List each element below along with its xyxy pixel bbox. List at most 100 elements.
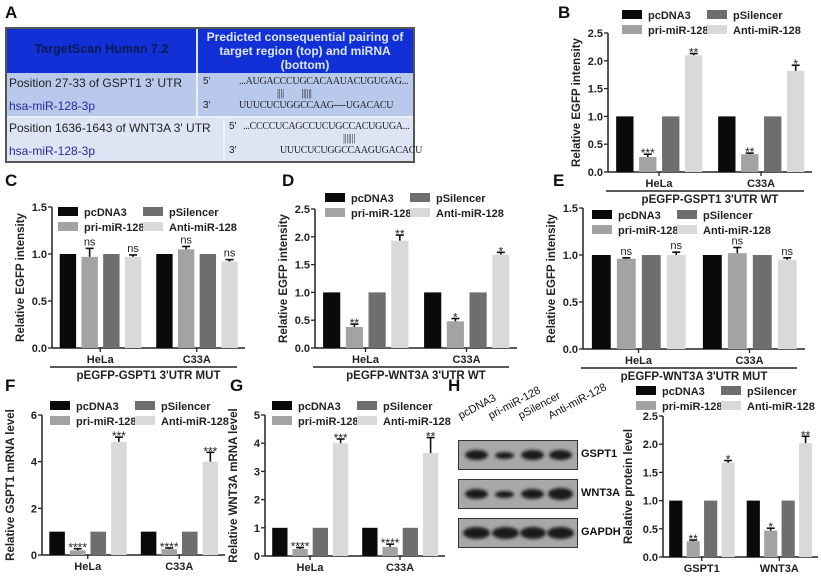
legend-swatch-pri-mir-128 (592, 225, 612, 234)
significance-label: ns (620, 246, 632, 258)
legend-swatch-pri-mir-128 (272, 416, 292, 425)
legend-swatch-anti-mir-128 (357, 416, 377, 425)
bar-anti-mir-128-gspt1 (721, 462, 735, 557)
bar-pri-mir-128-c33a (382, 546, 398, 556)
blot-gapdh (458, 518, 578, 548)
bar-pcdna3-gspt1 (669, 500, 683, 557)
legend-label: pcDNA3 (648, 10, 691, 22)
x-tick-label: HeLa (625, 355, 653, 367)
target-sequence: ...CCCCUCAGCCUCUGCCACUGUGA... (243, 121, 410, 132)
y-tick-label: 0.5 (295, 315, 310, 327)
legend-label: Anti-miR-128 (161, 416, 229, 428)
legend-label: Anti-miR-128 (733, 25, 801, 37)
legend-label: pri-miR-128 (84, 222, 145, 234)
targetscan-table: TargetScan Human 7.2 Predicted consequen… (5, 27, 422, 163)
legend-swatch-pcdna3 (50, 401, 70, 410)
bar-anti-mir-128-c33a (492, 254, 510, 348)
legend-label: pSilencer (169, 207, 219, 219)
panel-letter-d: D (282, 171, 294, 190)
table-header: TargetScan Human 7.2 Predicted consequen… (7, 29, 413, 73)
significance-label: ns (224, 248, 236, 260)
mirna-name: hsa-miR-128-3p (9, 144, 96, 158)
legend-label: pri-miR-128 (648, 25, 709, 37)
legend-swatch-psilencer (677, 210, 697, 219)
significance-label: ** (689, 532, 699, 546)
panel-letter-g: G (230, 376, 243, 395)
x-tick-label: HeLa (646, 178, 674, 190)
y-tick-label: 1.0 (643, 496, 658, 508)
bar-anti-mir-128-c33a (787, 70, 805, 172)
bar-pcdna3-hela (49, 531, 65, 555)
legend-swatch-anti-mir-128 (721, 401, 741, 410)
legend-swatch-psilencer (721, 386, 741, 395)
group-title: pEGFP-GSPT1 3'UTR WT (642, 194, 779, 206)
legend-label: pSilencer (733, 10, 783, 22)
significance-label: ** (801, 428, 811, 442)
y-axis-label: Relative EGFP intensity (546, 213, 558, 342)
panel-letter-c: C (5, 171, 17, 190)
significance-label: *** (112, 429, 126, 443)
legend-swatch-pri-mir-128 (636, 401, 656, 410)
bar-pcdna3-c33a (156, 254, 173, 348)
y-tick-label: 2.0 (588, 56, 603, 68)
y-tick-label: 0.5 (588, 139, 603, 151)
bar-pri-mir-128-c33a (177, 249, 195, 348)
legend-swatch-psilencer (707, 10, 727, 19)
bar-psilencer-c33a (181, 531, 198, 555)
bar-anti-mir-128-c33a (777, 259, 797, 349)
bar-pri-mir-128-c33a (161, 549, 177, 555)
mirna-sequence: UUUCUCUGGCCAAG----UGACACU (239, 100, 394, 111)
bar-pri-mir-128-c33a (727, 253, 747, 349)
bar-pri-mir-128-hela (639, 156, 657, 172)
significance-label: * (453, 311, 458, 325)
panel-letter-f: F (5, 376, 15, 395)
y-tick-label: 1.0 (563, 250, 578, 262)
panel-letter-e: E (553, 171, 564, 190)
significance-label: **** (68, 541, 87, 555)
significance-label: ns (127, 243, 139, 255)
bar-psilencer-wnt3a (781, 500, 795, 557)
legend-swatch-anti-mir-128 (677, 225, 697, 234)
legend-label: pri-miR-128 (351, 208, 412, 220)
legend-label: pri-miR-128 (662, 401, 723, 413)
bar-pcdna3-c33a (718, 116, 736, 172)
bar-pri-mir-128-hela (292, 548, 308, 556)
y-tick-label: 3 (254, 466, 260, 478)
significance-label: *** (641, 146, 655, 160)
legend-label: pcDNA3 (618, 210, 661, 222)
bar-pri-mir-128-hela (69, 550, 86, 555)
significance-label: ns (670, 240, 682, 252)
legend-swatch-psilencer (357, 401, 377, 410)
bar-anti-mir-128-wnt3a (799, 443, 813, 557)
x-tick-label: C33A (386, 562, 414, 574)
legend-label: pri-miR-128 (298, 416, 359, 428)
y-tick-label: 1 (254, 523, 260, 535)
bar-psilencer-gspt1 (704, 500, 718, 557)
y-tick-label: 2.5 (295, 204, 310, 216)
significance-label: ** (395, 227, 405, 241)
y-axis-label: Relative WNT3A mRNA level (228, 408, 240, 562)
legend-swatch-anti-mir-128 (135, 416, 155, 425)
legend-label: pSilencer (161, 401, 211, 413)
y-tick-label: 6 (31, 410, 37, 422)
significance-label: ** (350, 316, 360, 330)
y-tick-label: 1.5 (563, 203, 578, 215)
target-position: Position 27-33 of GSPT1 3' UTR (9, 76, 183, 90)
x-tick-label: GSPT1 (684, 563, 720, 575)
y-tick-label: 2.0 (295, 232, 310, 244)
legend-label: pcDNA3 (662, 386, 705, 398)
pairing-lines: ||||||| (343, 133, 355, 144)
legend-swatch-pcdna3 (272, 401, 292, 410)
bar-anti-mir-128-c33a (422, 453, 439, 556)
bar-psilencer-c33a (402, 527, 418, 556)
x-tick-label: HeLa (74, 561, 102, 573)
legend-label: Anti-miR-128 (436, 208, 504, 220)
bar-pri-mir-128-hela (616, 258, 636, 349)
significance-label: **** (291, 540, 310, 554)
bar-pcdna3-hela (59, 254, 77, 348)
legend-swatch-anti-mir-128 (410, 208, 430, 217)
bar-pcdna3-hela (591, 255, 611, 349)
legend-swatch-pcdna3 (622, 10, 642, 19)
blot-gspt1 (458, 440, 578, 470)
